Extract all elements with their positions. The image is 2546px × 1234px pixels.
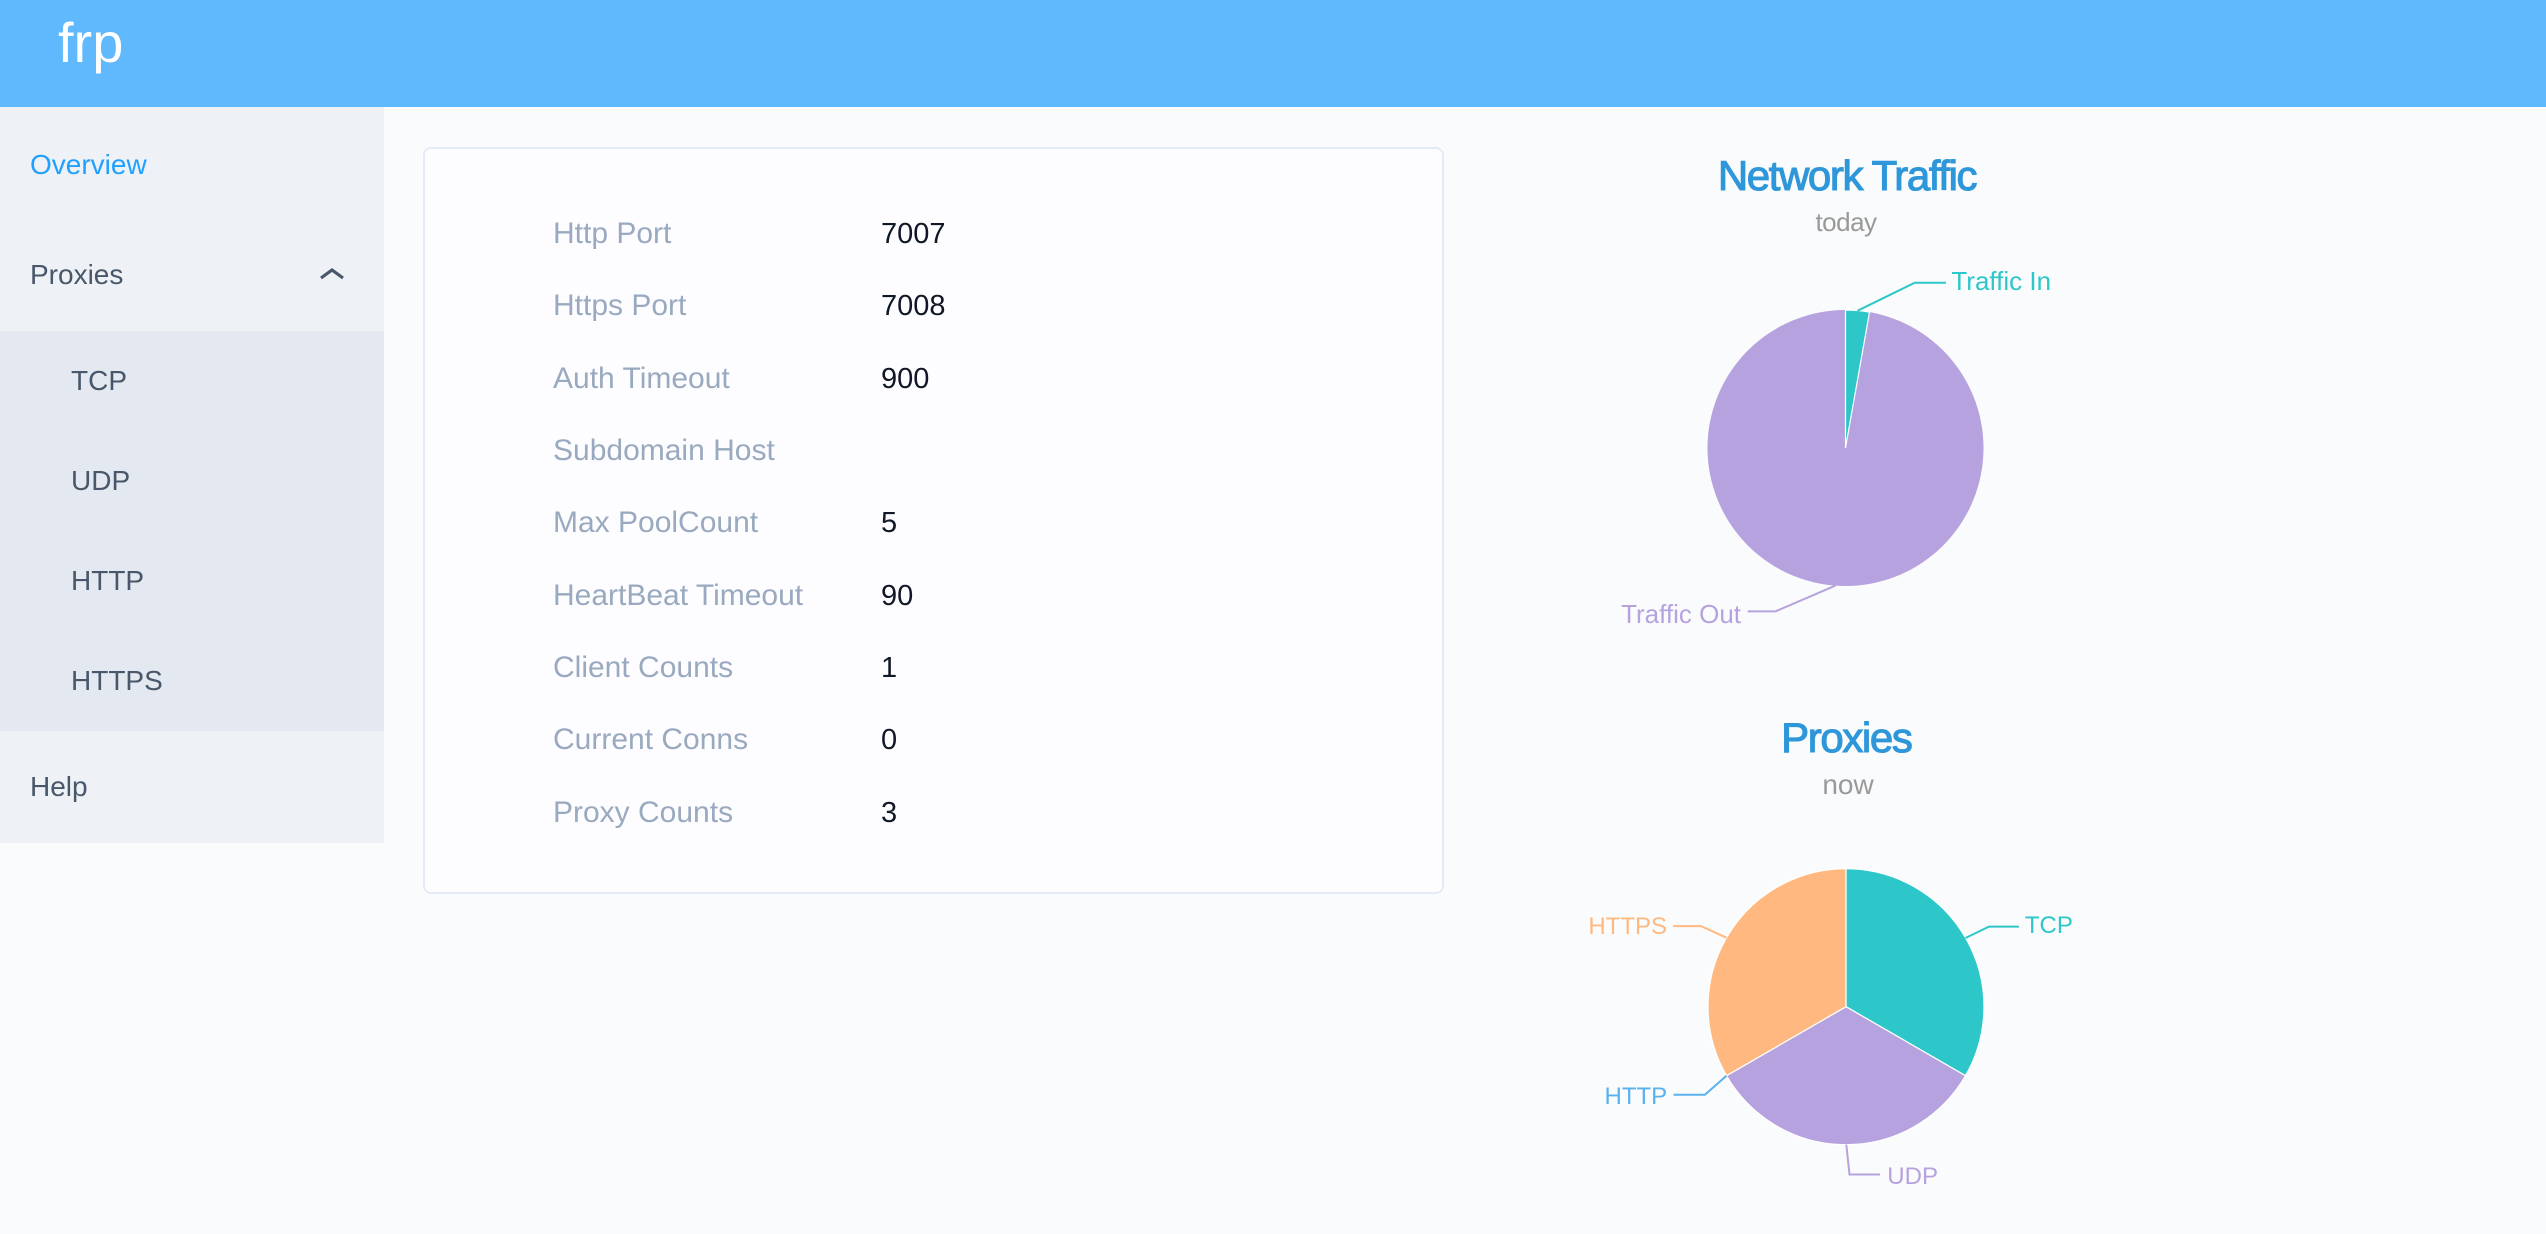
svg-text:Network Traffic: Network Traffic	[1718, 152, 1977, 199]
svg-text:now: now	[1822, 769, 1874, 800]
svg-text:TCP: TCP	[2025, 912, 2073, 939]
svg-text:HTTP: HTTP	[1605, 1083, 1668, 1110]
svg-text:Traffic Out: Traffic Out	[1621, 599, 1742, 629]
svg-text:Proxies: Proxies	[1781, 714, 1912, 761]
svg-text:today: today	[1815, 207, 1877, 237]
svg-text:HTTPS: HTTPS	[1588, 913, 1667, 940]
svg-text:Traffic In: Traffic In	[1951, 266, 2051, 296]
svg-text:UDP: UDP	[1887, 1163, 1938, 1190]
